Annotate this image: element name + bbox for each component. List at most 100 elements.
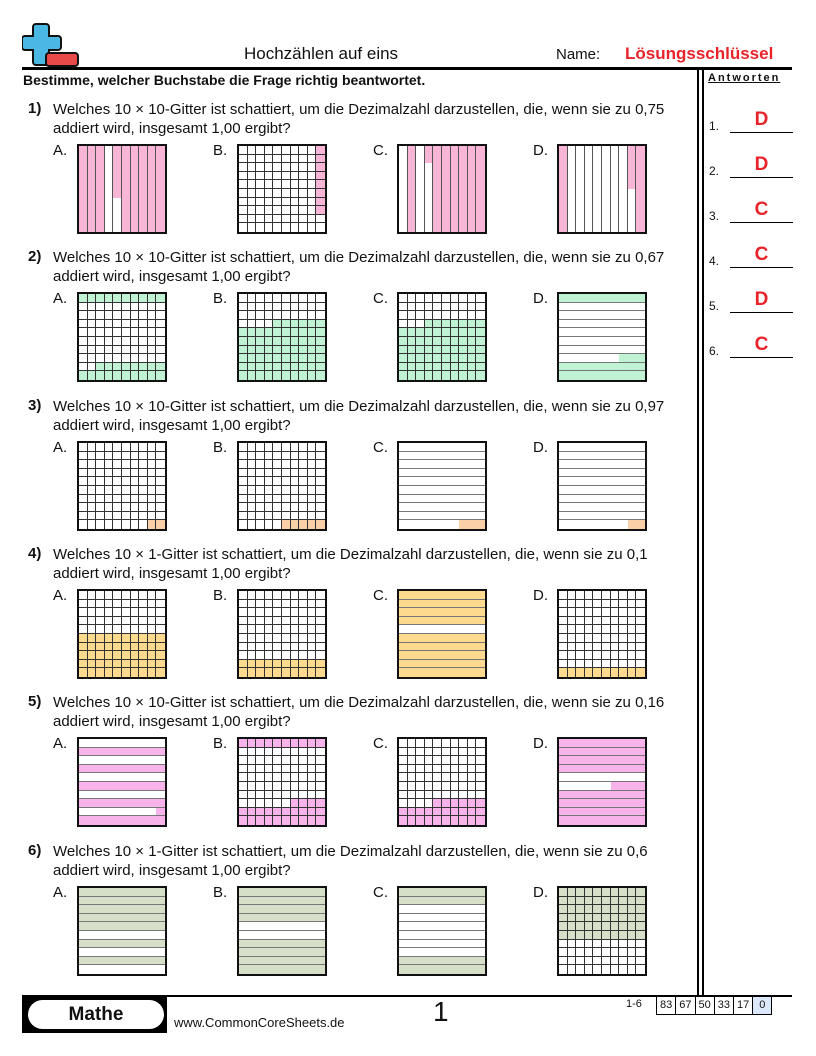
grid-cell	[442, 460, 451, 469]
grid-cell	[130, 189, 140, 198]
option-grid-c[interactable]	[397, 589, 487, 679]
grid-cell	[87, 659, 97, 669]
grid-cell	[299, 354, 308, 363]
grid-cell	[247, 591, 257, 600]
answer-value[interactable]: D	[754, 109, 769, 130]
grid-cell	[576, 189, 585, 198]
grid-cell	[476, 625, 485, 634]
grid-cell	[79, 905, 88, 914]
grid-cell	[467, 914, 477, 923]
option-grid-b[interactable]	[237, 589, 327, 679]
grid-cell	[407, 816, 417, 825]
grid-cell	[316, 197, 325, 207]
grid-cell	[139, 739, 148, 748]
option-grid-d[interactable]	[557, 737, 647, 827]
grid-cell	[442, 443, 451, 452]
grid-cell	[459, 625, 468, 634]
grid-cell	[433, 477, 442, 486]
grid-cell	[247, 739, 257, 748]
grid-cell	[467, 651, 477, 660]
grid-cell	[584, 625, 594, 634]
option-grid-b[interactable]	[237, 886, 327, 976]
grid-cell	[87, 328, 97, 337]
grid-cell	[424, 294, 434, 303]
grid-cell	[610, 591, 620, 600]
grid-cell	[299, 443, 308, 452]
grid-cell	[450, 495, 460, 504]
grid-cell	[424, 790, 434, 800]
grid-cell	[247, 294, 257, 303]
grid-cell	[416, 302, 425, 312]
grid-cell	[307, 520, 317, 529]
grid-cell	[290, 948, 300, 957]
grid-cell	[79, 494, 88, 504]
option-grid-d[interactable]	[557, 589, 647, 679]
grid-cell	[576, 922, 585, 931]
grid-cell	[567, 948, 577, 957]
grid-cell	[584, 948, 594, 957]
grid-cell	[476, 756, 485, 765]
grid-cell	[636, 922, 645, 931]
grid-cell	[147, 319, 157, 329]
grid-cell	[559, 171, 568, 181]
option-grid-d[interactable]	[557, 441, 647, 531]
option-grid-d[interactable]	[557, 292, 647, 382]
grid-cell	[627, 608, 637, 617]
grid-cell	[247, 599, 257, 609]
option-grid-c[interactable]	[397, 441, 487, 531]
option-grid-a[interactable]	[77, 886, 167, 976]
grid-cell	[593, 503, 602, 512]
grid-cell	[433, 940, 442, 949]
option-grid-b[interactable]	[237, 292, 327, 382]
grid-cell	[113, 642, 122, 652]
grid-cell	[442, 625, 451, 634]
grid-cell	[433, 816, 442, 825]
grid-cell	[156, 346, 165, 355]
option-grid-b[interactable]	[237, 441, 327, 531]
grid-cell	[585, 197, 594, 207]
grid-cell	[130, 642, 140, 652]
grid-cell	[568, 223, 577, 232]
option-grid-c[interactable]	[397, 144, 487, 234]
option-grid-b[interactable]	[237, 144, 327, 234]
grid-cell	[567, 452, 577, 461]
grid-cell	[636, 660, 645, 669]
option-grid-c[interactable]	[397, 886, 487, 976]
instructions: Bestimme, welcher Buchstabe die Frage ri…	[23, 72, 426, 88]
option-grid-a[interactable]	[77, 144, 167, 234]
grid-cell	[87, 634, 97, 643]
grid-cell	[636, 807, 645, 817]
answer-value[interactable]: D	[754, 154, 769, 175]
score-cell: 50	[695, 997, 715, 1015]
grid-cell	[239, 807, 248, 817]
option-grid-a[interactable]	[77, 441, 167, 531]
option-grid-d[interactable]	[557, 144, 647, 234]
grid-cell	[130, 477, 140, 486]
grid-cell	[627, 799, 637, 808]
answer-value[interactable]: C	[754, 334, 769, 355]
grid-cell	[619, 443, 628, 452]
option-grid-d[interactable]	[557, 886, 647, 976]
option-grid-a[interactable]	[77, 292, 167, 382]
option-grid-a[interactable]	[77, 589, 167, 679]
grid-cell	[87, 294, 97, 303]
answer-value[interactable]: D	[754, 289, 769, 310]
grid-cell	[139, 782, 148, 791]
grid-cell	[459, 520, 468, 529]
option-grid-b[interactable]	[237, 737, 327, 827]
grid-cell	[442, 512, 451, 521]
grid-cell	[424, 591, 434, 600]
option-grid-c[interactable]	[397, 737, 487, 827]
grid-cell	[247, 896, 257, 906]
grid-cell	[316, 294, 325, 303]
grid-cell	[104, 608, 114, 617]
grid-cell	[584, 469, 594, 478]
grid-cell	[122, 799, 131, 808]
option-grid-c[interactable]	[397, 292, 487, 382]
answer-value[interactable]: C	[754, 244, 769, 265]
grid-cell	[467, 311, 477, 320]
grid-cell	[636, 460, 645, 469]
grid-cell	[316, 328, 325, 337]
option-grid-a[interactable]	[77, 737, 167, 827]
answer-value[interactable]: C	[754, 199, 769, 220]
